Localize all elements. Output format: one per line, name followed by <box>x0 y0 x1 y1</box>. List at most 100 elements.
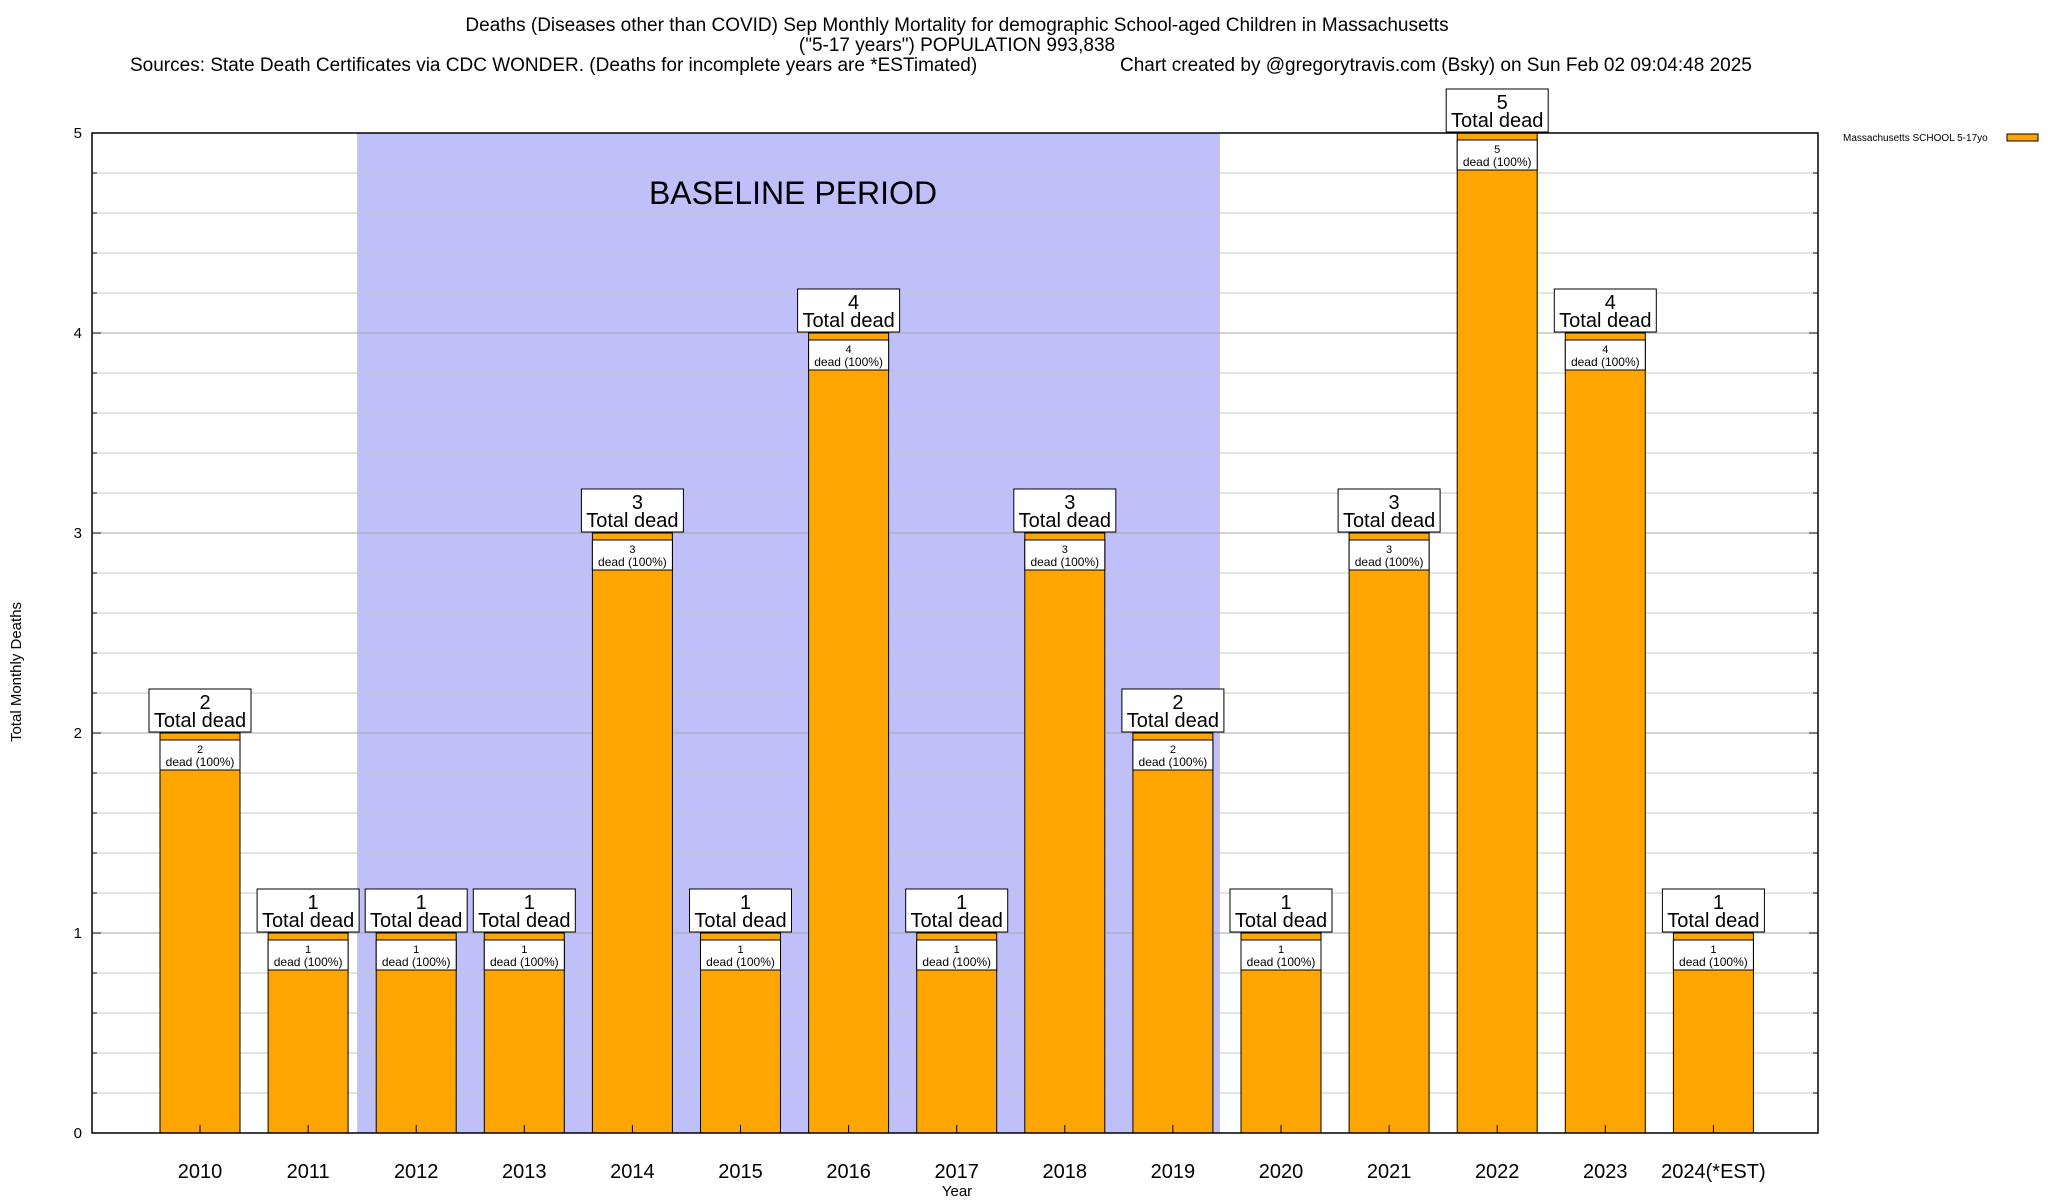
bar-inner-text: dead (100%) <box>382 955 451 969</box>
bar-total-text: Total dead <box>1235 910 1327 932</box>
bar-inner-label-box <box>375 939 457 971</box>
y-tick-label: 3 <box>74 525 82 542</box>
bar-total-label-box <box>1337 488 1441 533</box>
bar-inner-text: dead (100%) <box>706 955 775 969</box>
bar-inner-text: dead (100%) <box>490 955 559 969</box>
bar-inner-label-box <box>808 339 890 371</box>
chart-sources: Sources: State Death Certificates via CD… <box>130 55 977 76</box>
bar-inner-text: dead (100%) <box>1247 955 1316 969</box>
chart-subtitle: ("5-17 years") POPULATION 993,838 <box>799 35 1115 56</box>
bar-inner-label-box <box>1564 339 1646 371</box>
baseline-label: BASELINE PERIOD <box>649 175 937 211</box>
y-tick-label: 2 <box>74 725 82 742</box>
bar-total-label-box <box>472 888 576 933</box>
x-tick-label: 2013 <box>502 1161 547 1183</box>
x-tick-label: 2020 <box>1259 1161 1304 1183</box>
bar-inner-text: dead (100%) <box>274 955 343 969</box>
bar-total-text: Total dead <box>1343 510 1435 532</box>
bar-inner-count: 2 <box>1170 744 1176 756</box>
y-tick-label: 0 <box>74 1125 82 1142</box>
bar-total-label-box <box>689 888 792 933</box>
x-tick-label: 2022 <box>1475 1161 1520 1183</box>
bar-total-count: 4 <box>848 292 859 314</box>
bar-inner-count: 1 <box>1278 944 1284 956</box>
bar-inner-label-box <box>1240 939 1322 971</box>
bar-total-text: Total dead <box>262 910 354 932</box>
x-tick-label: 2012 <box>394 1161 439 1183</box>
y-tick-label: 4 <box>74 325 82 342</box>
bar-inner-label-box <box>1024 539 1106 571</box>
bar-total-text: Total dead <box>154 710 246 732</box>
bar-total-label-box <box>148 688 252 733</box>
bar-inner-label-box <box>916 939 998 971</box>
legend: Massachusetts SCHOOL 5-17yo <box>1843 133 2039 144</box>
bar-total-label-box <box>1661 888 1765 933</box>
bar-total-count: 3 <box>1064 492 1075 514</box>
bar-total-label-box <box>1553 288 1657 333</box>
bar-total-text: Total dead <box>1127 710 1219 732</box>
x-tick-label: 2017 <box>934 1161 979 1183</box>
bar-total-text: Total dead <box>1451 110 1543 132</box>
bar-total-label-box <box>580 488 684 533</box>
bar-inner-count: 1 <box>521 944 527 956</box>
bar-total-count: 3 <box>632 492 643 514</box>
bar-total-text: Total dead <box>1667 910 1759 932</box>
y-axis-ticks: 0 1 2 3 4 5 <box>74 125 1818 1142</box>
bar-inner-text: dead (100%) <box>166 755 235 769</box>
bar-inner-text: dead (100%) <box>1355 555 1424 569</box>
legend-swatch <box>2006 133 2039 142</box>
bar-inner-count: 4 <box>1602 344 1608 356</box>
x-tick-label: 2021 <box>1367 1161 1412 1183</box>
bar <box>1132 732 1214 1134</box>
x-tick-label: 2023 <box>1583 1161 1628 1183</box>
bar-inner-count: 3 <box>629 544 635 556</box>
bar-inner-count: 1 <box>305 944 311 956</box>
bar <box>1564 332 1646 1134</box>
bar-total-count: 5 <box>1497 92 1508 114</box>
bar-inner-label-box <box>267 939 349 971</box>
y-tick-label: 5 <box>74 125 82 142</box>
bar-total-count: 3 <box>1389 492 1400 514</box>
bar-inner-count: 1 <box>954 944 960 956</box>
bar-inner-count: 4 <box>846 344 852 356</box>
x-axis-ticks: 2010 2011 2012 2013 2014 2015 2016 2017 2018 2019… <box>178 1125 1766 1183</box>
bar-inner-text: dead (100%) <box>1571 355 1640 369</box>
bar-inner-label-box <box>700 939 781 971</box>
bar-total-text: Total dead <box>694 910 786 932</box>
bar-total-count: 1 <box>740 892 751 914</box>
bar <box>1456 132 1538 1134</box>
bar-total-label-box <box>905 888 1009 933</box>
bar-inner-text: dead (100%) <box>1030 555 1099 569</box>
x-tick-label: 2010 <box>178 1161 223 1183</box>
bar-inner-count: 1 <box>413 944 419 956</box>
y-axis-title: Total Monthly Deaths <box>8 602 25 742</box>
bar-total-label-box <box>1229 888 1333 933</box>
bar-total-label-box <box>256 888 360 933</box>
chart-title: Deaths (Diseases other than COVID) Sep M… <box>465 15 1448 36</box>
bar-inner-label-box <box>483 939 565 971</box>
